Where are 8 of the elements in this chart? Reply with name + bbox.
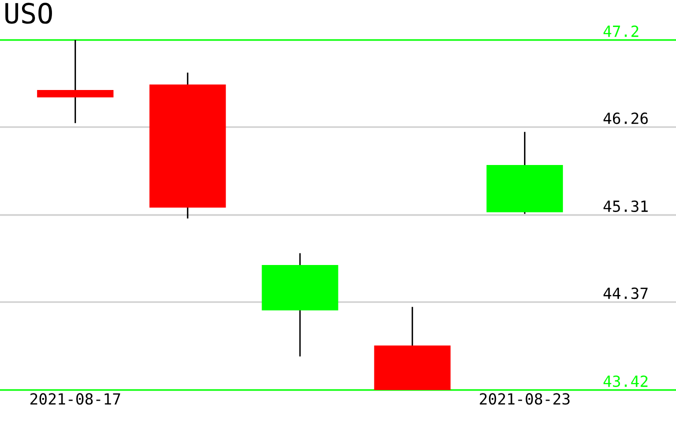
y-tick-label: 43.42 <box>604 375 648 388</box>
x-tick-label: 2021-08-23 <box>480 393 570 405</box>
y-tick-label: 44.37 <box>604 288 648 300</box>
chart-title: USO <box>5 2 52 24</box>
x-tick-label: 2021-08-17 <box>30 393 120 405</box>
y-tick-label: 47.2 <box>604 25 638 37</box>
y-tick-label: 45.31 <box>604 200 648 212</box>
y-tick-label: 46.26 <box>604 112 648 124</box>
